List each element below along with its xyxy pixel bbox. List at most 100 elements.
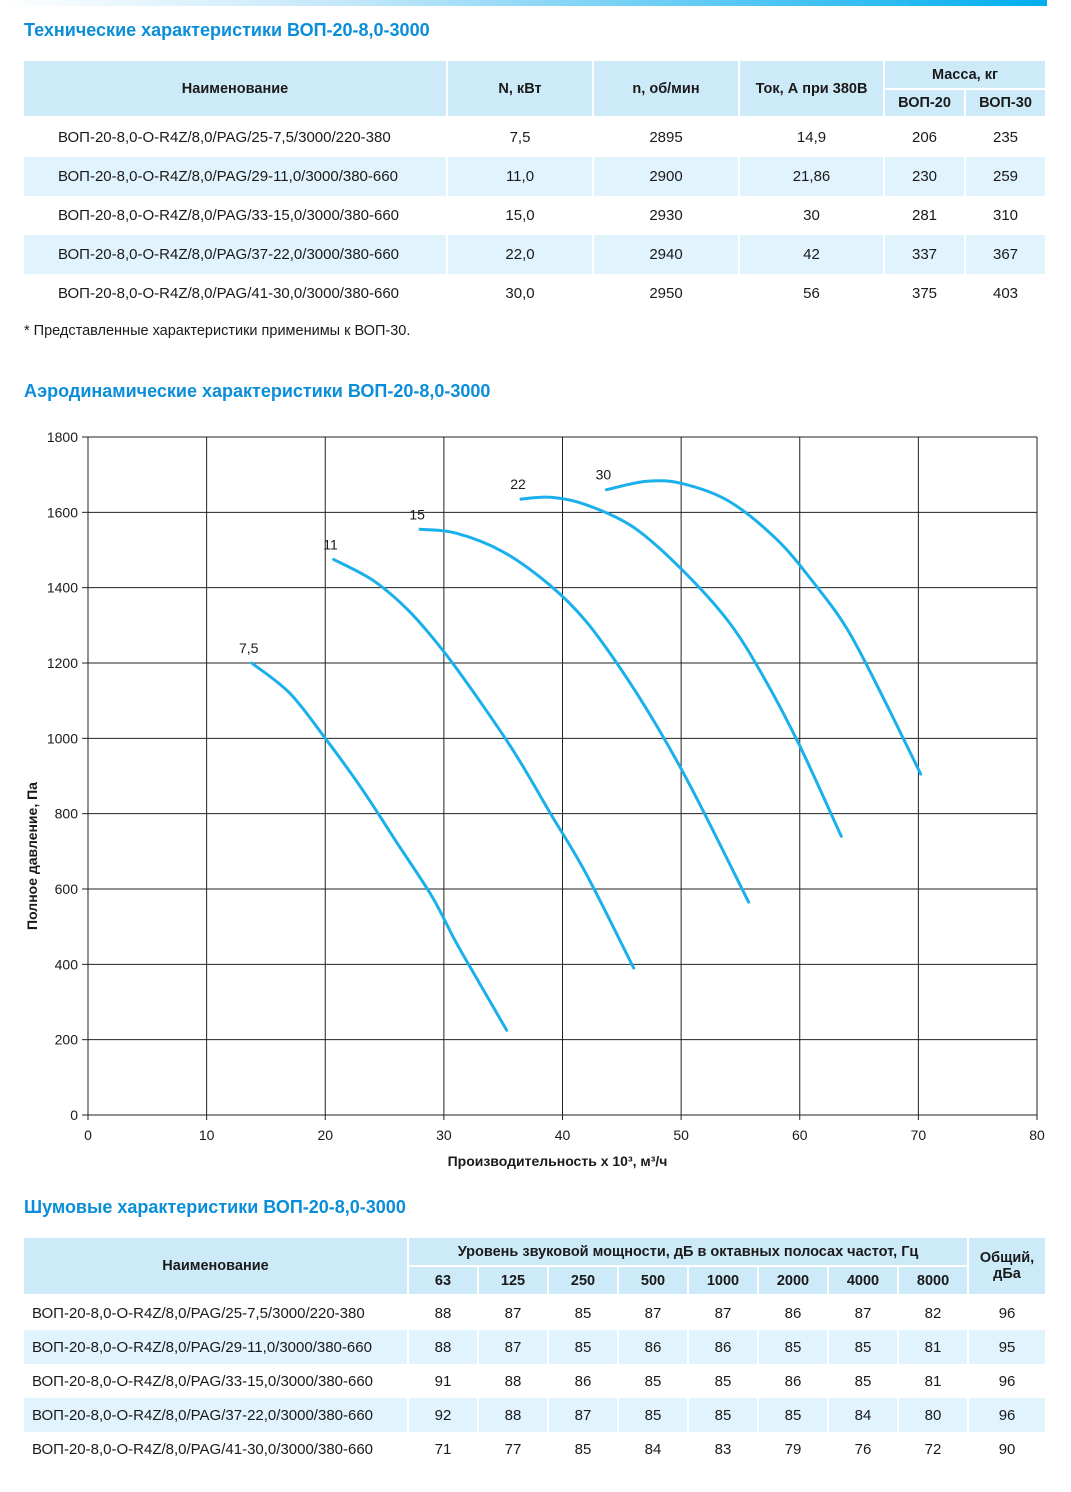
top-accent-bar — [0, 0, 1047, 6]
cell-level: 85 — [617, 1364, 688, 1398]
y-tick-label: 800 — [55, 806, 79, 822]
cell-level: 87 — [687, 1295, 758, 1330]
x-tick-label: 0 — [84, 1127, 92, 1143]
cell-level: 86 — [757, 1364, 828, 1398]
series-label: 7,5 — [239, 640, 259, 656]
cell-level: 85 — [547, 1330, 618, 1364]
cell-level: 77 — [477, 1432, 548, 1466]
cell-name: ВОП-20-8,0-О-R4Z/8,0/PAG/29-11,0/3000/38… — [24, 1330, 408, 1364]
cell-level: 88 — [477, 1364, 548, 1398]
cell-current: 56 — [738, 274, 884, 313]
cell-level: 81 — [896, 1364, 969, 1398]
cell-level: 79 — [757, 1432, 828, 1466]
cell-name: ВОП-20-8,0-О-R4Z/8,0/PAG/33-15,0/3000/38… — [58, 207, 400, 224]
freq-header: 8000 — [898, 1266, 970, 1296]
cell-mass20: 281 — [883, 196, 965, 235]
table-row: ВОП-20-8,0-О-R4Z/8,0/PAG/33-15,0/3000/38… — [24, 196, 1046, 235]
cell-rpm: 2895 — [592, 117, 739, 157]
y-tick-label: 1600 — [47, 504, 78, 520]
series-curve — [604, 479, 923, 776]
footnote: * Представленные характеристики применим… — [24, 323, 411, 339]
cell-level: 87 — [617, 1295, 688, 1330]
cell-rpm: 2940 — [592, 235, 739, 274]
table-row: ВОП-20-8,0-О-R4Z/8,0/PAG/33-15,0/3000/38… — [24, 1364, 1046, 1398]
table-row: ВОП-20-8,0-О-R4Z/8,0/PAG/29-11,0/3000/38… — [24, 1330, 1046, 1364]
cell-level: 85 — [757, 1330, 828, 1364]
y-tick-label: 1000 — [47, 730, 78, 746]
table-row: ВОП-20-8,0-О-R4Z/8,0/PAG/41-30,0/3000/38… — [24, 274, 1046, 313]
cell-power: 11,0 — [446, 157, 593, 196]
cell-level: 82 — [896, 1295, 969, 1330]
cell-level: 80 — [896, 1398, 969, 1432]
cell-level: 83 — [687, 1432, 758, 1466]
x-tick-label: 60 — [792, 1127, 808, 1143]
cell-mass20: 337 — [883, 235, 965, 274]
cell-level: 85 — [547, 1432, 618, 1466]
cell-level: 88 — [407, 1330, 478, 1364]
cell-rpm: 2930 — [592, 196, 739, 235]
freq-header: 250 — [548, 1266, 619, 1296]
cell-level: 85 — [687, 1398, 758, 1432]
cell-level: 86 — [547, 1364, 618, 1398]
cell-current: 14,9 — [738, 117, 884, 157]
cell-level: 88 — [477, 1398, 548, 1432]
cell-total: 95 — [967, 1330, 1046, 1364]
x-tick-label: 20 — [317, 1127, 333, 1143]
freq-header: 2000 — [758, 1266, 829, 1296]
cell-level: 81 — [896, 1330, 969, 1364]
cell-level: 91 — [407, 1364, 478, 1398]
cell-rpm: 2950 — [592, 274, 739, 313]
freq-header: 500 — [618, 1266, 689, 1296]
col-header-mass30: ВОП-30 — [965, 89, 1046, 118]
x-tick-label: 50 — [673, 1127, 689, 1143]
series-label: 22 — [510, 476, 526, 492]
cell-level: 87 — [477, 1330, 548, 1364]
freq-header: 63 — [408, 1266, 479, 1296]
cell-level: 85 — [617, 1398, 688, 1432]
cell-level: 86 — [687, 1330, 758, 1364]
cell-power: 15,0 — [446, 196, 593, 235]
y-tick-label: 400 — [55, 956, 79, 972]
cell-level: 87 — [827, 1295, 898, 1330]
x-tick-label: 30 — [436, 1127, 452, 1143]
cell-mass30: 310 — [963, 196, 1046, 235]
cell-current: 42 — [738, 235, 884, 274]
cell-power: 7,5 — [446, 117, 593, 157]
y-axis-label: Полное давление, Па — [24, 782, 40, 930]
cell-name: ВОП-20-8,0-О-R4Z/8,0/PAG/25-7,5/3000/220… — [58, 129, 391, 146]
cell-level: 87 — [477, 1295, 548, 1330]
col-header-mass20: ВОП-20 — [884, 89, 966, 118]
noise-col-header-total: Общий, дБа — [968, 1238, 1046, 1296]
y-tick-label: 1200 — [47, 655, 78, 671]
cell-level: 86 — [757, 1295, 828, 1330]
noise-col-header-level: Уровень звуковой мощности, дБ в октавных… — [408, 1238, 970, 1267]
cell-mass30: 403 — [963, 274, 1046, 313]
col-header-current: Ток, А при 380В — [739, 61, 885, 118]
cell-level: 76 — [827, 1432, 898, 1466]
cell-mass20: 230 — [883, 157, 965, 196]
noise-section-title: Шумовые характеристики ВОП-20-8,0-3000 — [24, 1197, 406, 1217]
y-tick-label: 1400 — [47, 580, 78, 596]
cell-level: 84 — [617, 1432, 688, 1466]
table-row: ВОП-20-8,0-О-R4Z/8,0/PAG/41-30,0/3000/38… — [24, 1432, 1046, 1466]
cell-current: 30 — [738, 196, 884, 235]
col-header-mass: Масса, кг — [884, 61, 1046, 90]
cell-level: 71 — [407, 1432, 478, 1466]
cell-total: 96 — [967, 1295, 1046, 1330]
cell-level: 88 — [407, 1295, 478, 1330]
series-label: 15 — [409, 506, 425, 522]
table-row: ВОП-20-8,0-О-R4Z/8,0/PAG/25-7,5/3000/220… — [24, 117, 1046, 157]
col-header-power: N, кВт — [447, 61, 594, 118]
table-row: ВОП-20-8,0-О-R4Z/8,0/PAG/37-22,0/3000/38… — [24, 235, 1046, 274]
cell-level: 84 — [827, 1398, 898, 1432]
x-tick-label: 10 — [199, 1127, 215, 1143]
cell-level: 86 — [617, 1330, 688, 1364]
cell-level: 87 — [547, 1398, 618, 1432]
pressure-flow-chart: 0 10 20 30 40 50 60 70 8002004006008001000120014… — [24, 429, 1045, 1169]
cell-name: ВОП-20-8,0-О-R4Z/8,0/PAG/25-7,5/3000/220… — [32, 1304, 365, 1322]
x-axis-label: Производительность х 10³, м³/ч — [448, 1153, 668, 1169]
cell-name: ВОП-20-8,0-О-R4Z/8,0/PAG/37-22,0/3000/38… — [24, 235, 447, 274]
cell-total: 96 — [967, 1364, 1046, 1398]
x-tick-label: 80 — [1029, 1127, 1045, 1143]
cell-mass20: 375 — [883, 274, 965, 313]
